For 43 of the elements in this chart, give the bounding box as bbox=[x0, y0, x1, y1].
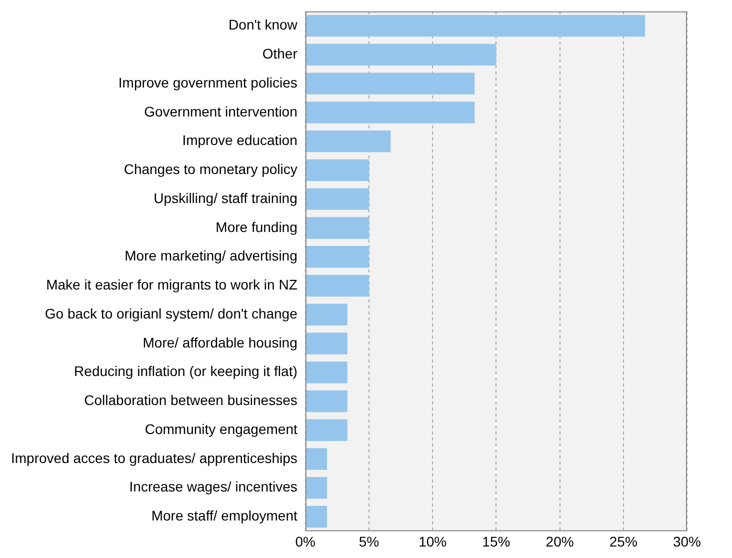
bar bbox=[306, 217, 369, 239]
y-tick-label: Reducing inflation (or keeping it flat) bbox=[74, 363, 298, 380]
bar bbox=[306, 44, 496, 66]
y-tick-label: Increase wages/ incentives bbox=[129, 478, 298, 495]
bar bbox=[306, 448, 328, 470]
y-tick-label: Community engagement bbox=[144, 420, 298, 437]
x-tick-label: 20% bbox=[546, 533, 574, 550]
bar bbox=[306, 130, 391, 152]
x-tick-label: 5% bbox=[358, 533, 380, 550]
x-tick-label: 15% bbox=[482, 533, 510, 550]
bar bbox=[306, 159, 369, 182]
bar bbox=[306, 15, 646, 37]
bar bbox=[306, 246, 369, 268]
bar bbox=[306, 188, 369, 210]
y-tick-label: Make it easier for migrants to work in NZ bbox=[46, 276, 298, 293]
y-tick-label: More staff/ employment bbox=[151, 508, 298, 524]
y-tick-label: Other bbox=[262, 46, 298, 62]
y-tick-label: More/ affordable housing bbox=[142, 334, 298, 350]
bar bbox=[306, 102, 475, 124]
y-tick-label: Upskilling/ staff training bbox=[154, 190, 298, 206]
bar bbox=[306, 274, 369, 297]
x-tick-label: 25% bbox=[609, 533, 638, 550]
bar bbox=[306, 304, 348, 326]
bar bbox=[306, 390, 348, 412]
bar bbox=[306, 419, 348, 441]
y-tick-label: More funding bbox=[216, 218, 298, 235]
y-tick-label: Go back to origianl system/ don't change bbox=[44, 305, 298, 322]
y-tick-label: Changes to monetary policy bbox=[124, 161, 298, 178]
y-tick-label: Government intervention bbox=[144, 103, 298, 120]
y-tick-label: Improved acces to graduates/ apprenticeships bbox=[10, 450, 298, 466]
bar bbox=[306, 72, 475, 94]
y-tick-label: More marketing/ advertising bbox=[124, 248, 298, 264]
x-tick-label: 0% bbox=[295, 533, 316, 550]
y-tick-label: Collaboration between businesses bbox=[84, 392, 298, 408]
x-tick-label: 30% bbox=[672, 533, 702, 550]
x-tick-label: 10% bbox=[418, 533, 447, 550]
y-tick-label: Improve government policies bbox=[118, 74, 298, 90]
y-tick-label: Improve education bbox=[182, 132, 298, 148]
bar bbox=[306, 332, 348, 354]
y-tick-label: Don't know bbox=[228, 16, 298, 33]
bar bbox=[306, 477, 328, 499]
bar bbox=[306, 362, 348, 384]
bar bbox=[306, 506, 328, 528]
